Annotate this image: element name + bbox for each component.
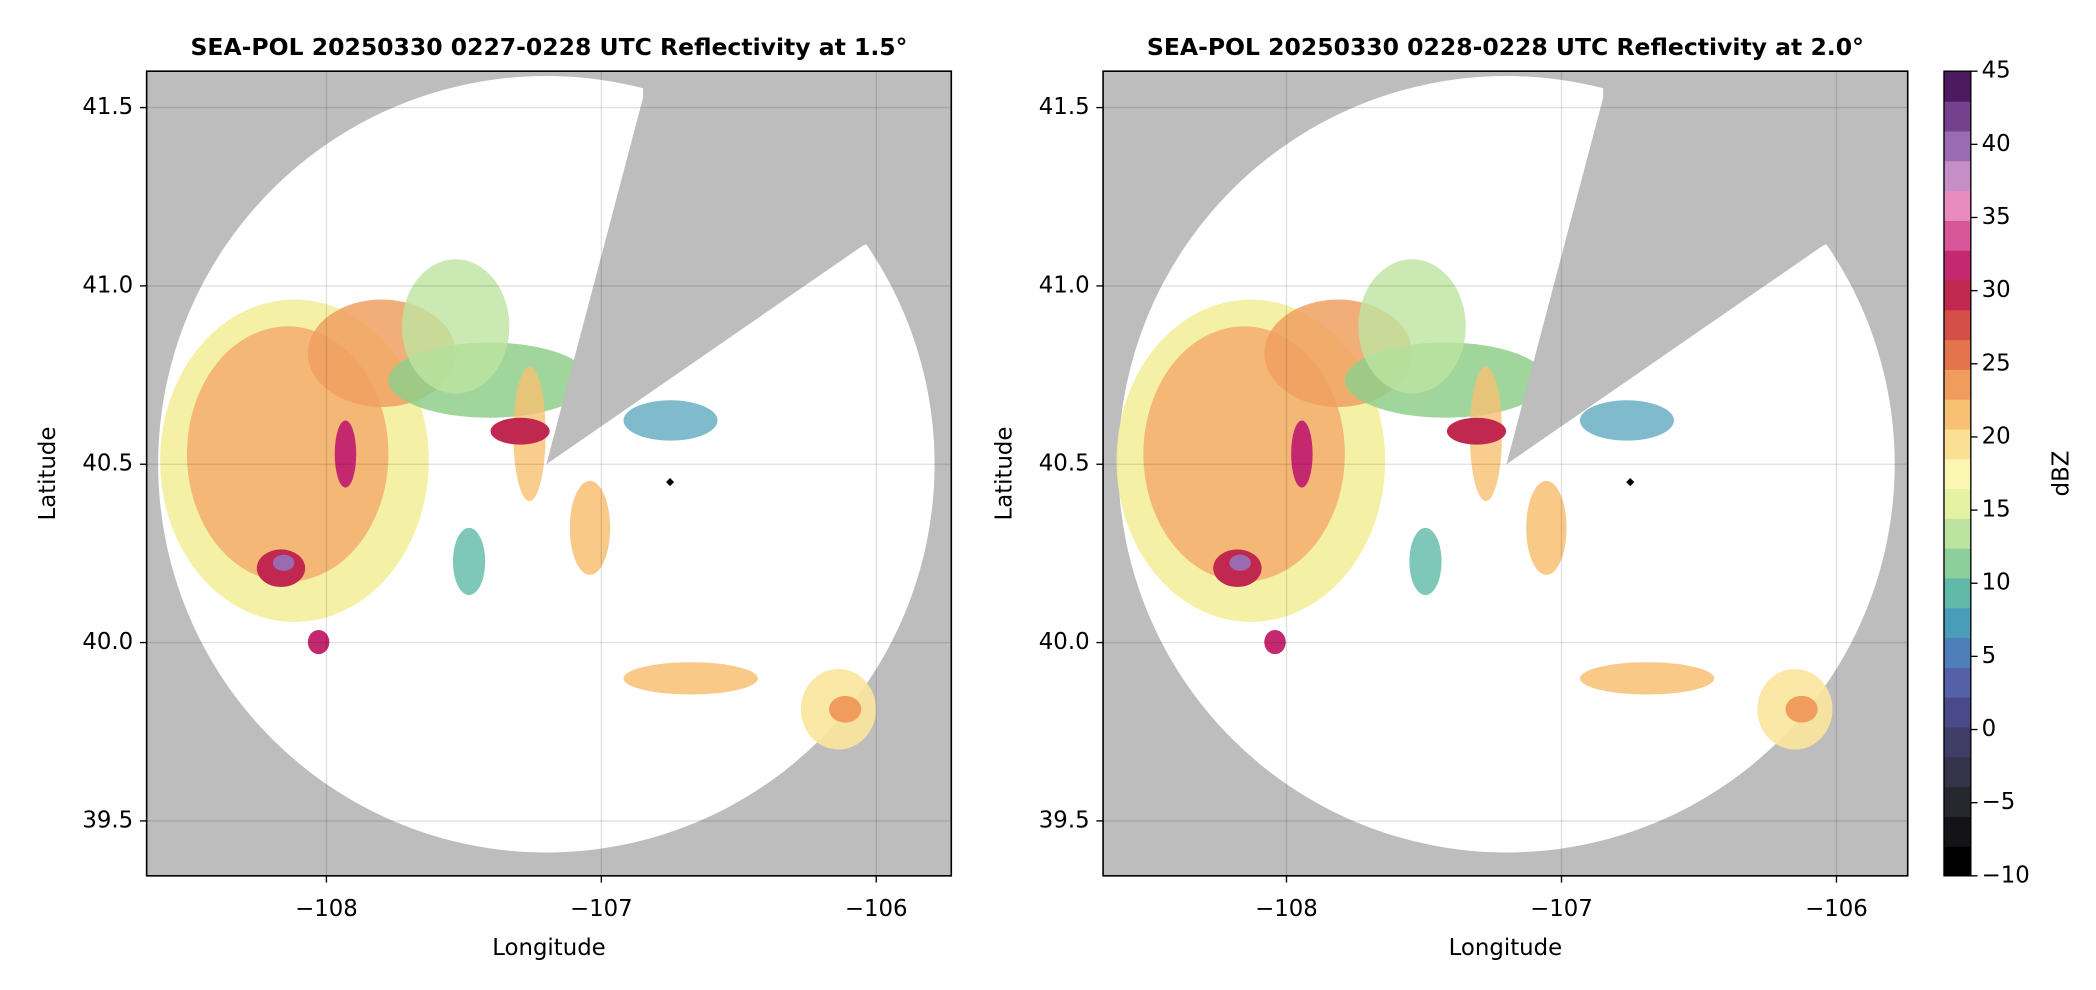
colorbar-tick-label: −5 [1982, 789, 2016, 815]
x-tick-label: −107 [570, 896, 633, 922]
colorbar-band [1943, 488, 1971, 519]
colorbar-band [1943, 697, 1971, 728]
colorbar-band [1943, 548, 1971, 579]
colorbar-band [1943, 279, 1971, 311]
colorbar-band [1943, 518, 1971, 549]
colorbar-band [1943, 607, 1971, 639]
colorbar-band [1943, 458, 1971, 490]
colorbar-band [1943, 100, 1971, 132]
plot-title: SEA-POL 20250330 0227-0228 UTC Reflectiv… [191, 33, 908, 61]
colorbar-band [1943, 309, 1971, 341]
x-tick-label: −107 [1530, 896, 1593, 922]
x-tick-label: −106 [1805, 896, 1868, 922]
colorbar-tick-label: 10 [1982, 570, 2011, 596]
x-axis-label: Longitude [492, 935, 606, 961]
colorbar-band [1943, 190, 1971, 221]
x-axis-label: Longitude [1449, 935, 1563, 961]
colorbar-band [1943, 220, 1971, 251]
colorbar-band [1943, 786, 1971, 817]
colorbar-tick-label: 30 [1982, 277, 2011, 303]
colorbar-label: dBZ [2049, 451, 2075, 497]
blocked-sector [1506, 71, 1908, 465]
plot-frame [145, 70, 953, 877]
plot-area [146, 71, 952, 876]
y-tick-label: 41.5 [1039, 94, 1090, 120]
blocked-sector [546, 71, 952, 465]
colorbar-band [1943, 756, 1971, 788]
y-tick-label: 41.5 [82, 94, 133, 120]
x-tick-label: −106 [845, 896, 908, 922]
y-axis-label: Latitude [35, 427, 61, 521]
colorbar-tick-label: 25 [1982, 350, 2011, 376]
colorbar-band [1943, 71, 1971, 102]
y-tick-label: 39.5 [1039, 807, 1090, 833]
colorbar-band [1943, 846, 1971, 877]
y-tick-label: 40.0 [1039, 629, 1090, 655]
y-tick-label: 40.0 [82, 629, 133, 655]
colorbar-tick-label: −10 [1982, 862, 2030, 888]
plot-frame [1102, 70, 1909, 877]
colorbar-tick-label: 40 [1982, 131, 2011, 157]
colorbar-band [1943, 667, 1971, 698]
colorbar-band [1943, 726, 1971, 758]
site-marker [666, 478, 675, 487]
colorbar-tick-label: 35 [1982, 204, 2011, 230]
site-marker [1626, 478, 1635, 487]
colorbar-tick-label: 15 [1982, 497, 2011, 523]
colorbar-band [1943, 816, 1971, 847]
colorbar-tick-label: 45 [1982, 58, 2011, 84]
colorbar-band [1943, 428, 1971, 460]
colorbar-tick-label: 5 [1982, 643, 1997, 669]
y-tick-label: 39.5 [82, 807, 133, 833]
colorbar-band [1943, 577, 1971, 609]
y-tick-label: 40.5 [82, 451, 133, 477]
colorbar-band [1943, 637, 1971, 668]
colorbar-tick-label: 0 [1982, 716, 1997, 742]
y-axis-label: Latitude [992, 427, 1018, 521]
colorbar-band [1943, 369, 1971, 400]
colorbar-band [1943, 399, 1971, 430]
colorbar-band [1943, 130, 1971, 162]
y-tick-label: 41.0 [1039, 272, 1090, 298]
colorbar-frame [1943, 70, 1972, 877]
x-tick-label: −108 [295, 896, 358, 922]
plot-area [1103, 71, 1908, 876]
colorbar-band [1943, 160, 1971, 192]
x-tick-label: −108 [1255, 896, 1318, 922]
colorbar-band [1943, 250, 1971, 281]
y-tick-label: 41.0 [82, 272, 133, 298]
plot-title: SEA-POL 20250330 0228-0228 UTC Reflectiv… [1147, 33, 1864, 61]
y-tick-label: 40.5 [1039, 451, 1090, 477]
colorbar-band [1943, 339, 1971, 370]
colorbar-tick-label: 20 [1982, 423, 2011, 449]
